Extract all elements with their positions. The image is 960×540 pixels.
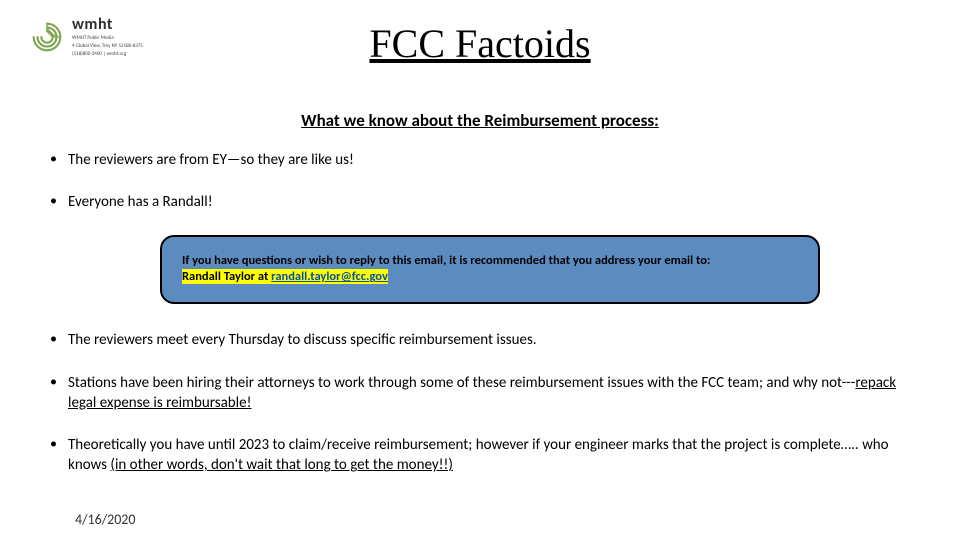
- bullet-3: • The reviewers meet every Thursday to d…: [50, 330, 920, 350]
- bullet-4-text: Stations have been hiring their attorney…: [68, 373, 920, 414]
- bullet-2-text: Everyone has a Randall!: [68, 192, 920, 212]
- bullet-5: • Theoretically you have until 2023 to c…: [50, 435, 920, 476]
- bullet-3-text: The reviewers meet every Thursday to dis…: [68, 330, 920, 350]
- page-subtitle: What we know about the Reimbursement pro…: [0, 110, 960, 131]
- callout-email-link[interactable]: randall.taylor@fcc.gov: [271, 269, 388, 284]
- bullet-1-text: The reviewers are from EY—so they are li…: [68, 150, 920, 170]
- content-area: • The reviewers are from EY—so they are …: [50, 150, 920, 486]
- callout-container: If you have questions or wish to reply t…: [160, 235, 920, 305]
- bullet-5-text: Theoretically you have until 2023 to cla…: [68, 435, 920, 476]
- bullet-1: • The reviewers are from EY—so they are …: [50, 150, 920, 170]
- callout-text: If you have questions or wish to reply t…: [182, 253, 798, 287]
- callout-line1: If you have questions or wish to reply t…: [182, 253, 710, 268]
- bullet-2: • Everyone has a Randall!: [50, 192, 920, 212]
- bullet-4-a: Stations have been hiring their attorney…: [68, 374, 855, 392]
- slide: wmht WMHT Public Media 4 Global View, Tr…: [0, 0, 960, 540]
- bullet-5-underline: (in other words, don't wait that long to…: [110, 456, 453, 474]
- callout-hl-prefix: Randall Taylor at: [182, 269, 271, 284]
- bullet-dot-icon: •: [50, 373, 68, 392]
- callout-highlight: Randall Taylor at randall.taylor@fcc.gov: [182, 269, 388, 284]
- bullet-4: • Stations have been hiring their attorn…: [50, 373, 920, 414]
- page-title: FCC Factoids: [0, 20, 960, 67]
- bullet-dot-icon: •: [50, 192, 68, 211]
- bullet-dot-icon: •: [50, 150, 68, 169]
- bullet-dot-icon: •: [50, 330, 68, 349]
- slide-date: 4/16/2020: [75, 511, 135, 528]
- bullet-dot-icon: •: [50, 435, 68, 454]
- callout-box: If you have questions or wish to reply t…: [160, 235, 820, 305]
